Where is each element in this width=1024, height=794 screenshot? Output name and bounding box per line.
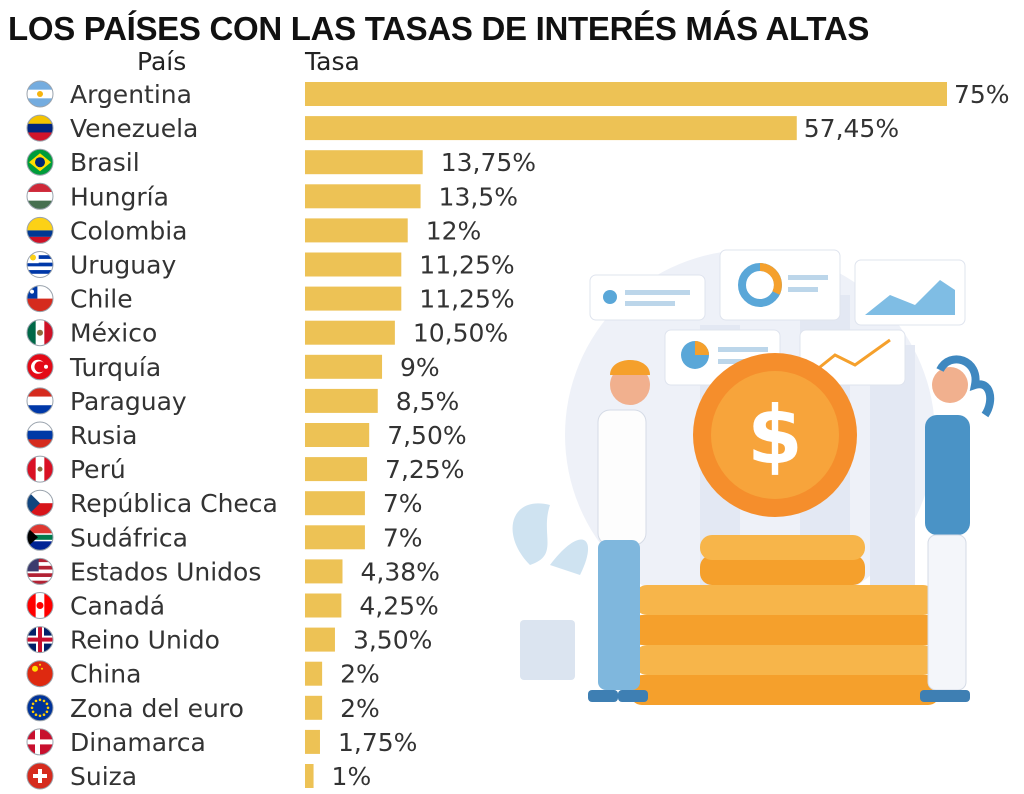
flag-usa-icon [27, 558, 53, 585]
value-label: 1,75% [338, 728, 417, 757]
country-label: Chile [70, 285, 133, 314]
value-label: 7,25% [385, 455, 464, 484]
coin-stack-icon [630, 535, 940, 705]
flag-colombia-icon [27, 217, 53, 244]
value-label: 1% [332, 762, 372, 791]
bar [305, 457, 368, 482]
value-label: 57,45% [804, 114, 899, 143]
value-label: 11,25% [419, 251, 514, 280]
value-label: 13,5% [439, 182, 518, 211]
country-label: Perú [70, 455, 126, 484]
svg-text:$: $ [747, 389, 803, 482]
flag-eu-icon [27, 694, 53, 721]
bar [305, 218, 408, 243]
country-label: Sudáfrica [70, 523, 188, 552]
flag-argentina-icon [27, 81, 53, 107]
value-label: 2% [340, 660, 380, 689]
value-label: 2% [340, 694, 380, 723]
bar [305, 150, 423, 175]
country-label: Argentina [70, 80, 192, 109]
dollar-coin-icon: $ [693, 353, 857, 517]
country-label: Paraguay [70, 387, 187, 416]
country-label: Estados Unidos [70, 557, 261, 586]
bar [305, 593, 342, 618]
bar [305, 116, 797, 141]
bar [305, 388, 378, 413]
flag-canada-icon [27, 592, 53, 619]
man-figure-icon [588, 360, 650, 702]
value-label: 7,50% [387, 421, 466, 450]
bar [305, 320, 395, 345]
flag-mexico-icon [27, 319, 53, 346]
value-label: 7% [383, 489, 423, 518]
flag-chile-icon [27, 285, 53, 312]
value-label: 11,25% [419, 285, 514, 314]
value-label: 9% [400, 353, 440, 382]
area-chart-card-icon [854, 259, 966, 326]
value-label: 3,50% [353, 626, 432, 655]
country-label: México [70, 319, 157, 348]
plant-pot-icon [512, 503, 589, 680]
country-label: China [70, 660, 141, 689]
dashboard-card-icon [589, 274, 706, 321]
country-label: Uruguay [70, 251, 176, 280]
chart-title: LOS PAÍSES CON LAS TASAS DE INTERÉS MÁS … [8, 10, 870, 47]
country-label: Colombia [70, 216, 187, 245]
country-label: Rusia [70, 421, 137, 450]
flag-switzerland-icon [27, 763, 53, 789]
finance-illustration: $ [512, 249, 995, 705]
bar [305, 286, 402, 311]
value-label: 8,5% [396, 387, 460, 416]
value-label: 75% [954, 80, 1010, 109]
flag-czech-icon [27, 490, 53, 517]
flag-hungary-icon [27, 183, 53, 210]
donut-chart-card-icon [719, 249, 841, 321]
bar [305, 184, 421, 209]
bar [305, 491, 365, 516]
bar [305, 354, 383, 379]
bar [305, 695, 323, 720]
country-label: Hungría [70, 182, 169, 211]
bar [305, 559, 343, 584]
bar [305, 764, 314, 788]
country-label: República Checa [70, 489, 278, 518]
value-label: 12% [426, 216, 482, 245]
woman-figure-icon [920, 355, 995, 702]
country-label: Suiza [70, 762, 137, 791]
flag-turkey-icon [27, 353, 53, 380]
flag-paraguay-icon [27, 387, 53, 414]
rate-column-header: Tasa [305, 47, 360, 76]
flag-uruguay-icon [27, 251, 53, 278]
country-label: Canadá [70, 592, 165, 621]
flag-russia-icon [27, 422, 53, 448]
country-label: Reino Unido [70, 626, 220, 655]
value-label: 10,50% [413, 319, 508, 348]
country-label: Brasil [70, 148, 140, 177]
country-label: Turquía [69, 353, 161, 382]
flag-brazil-icon [27, 149, 53, 176]
bar [305, 627, 335, 652]
value-label: 7% [383, 523, 423, 552]
flag-china-icon [27, 660, 53, 687]
bar [305, 252, 402, 277]
country-label: Venezuela [70, 114, 198, 143]
flag-uk-icon [27, 626, 53, 653]
bar [305, 661, 323, 686]
bar [305, 525, 365, 550]
value-label: 13,75% [441, 148, 536, 177]
value-label: 4,25% [359, 592, 438, 621]
flag-denmark-icon [27, 728, 53, 755]
bar [305, 729, 320, 754]
bar [305, 82, 947, 106]
country-column-header: País [137, 47, 187, 76]
value-label: 4,38% [360, 557, 439, 586]
country-label: Dinamarca [70, 728, 206, 757]
bar [305, 423, 370, 447]
flag-venezuela-icon [27, 115, 53, 142]
flag-south-africa-icon [27, 524, 53, 551]
country-label: Zona del euro [70, 694, 244, 723]
flag-peru-icon [27, 456, 53, 483]
